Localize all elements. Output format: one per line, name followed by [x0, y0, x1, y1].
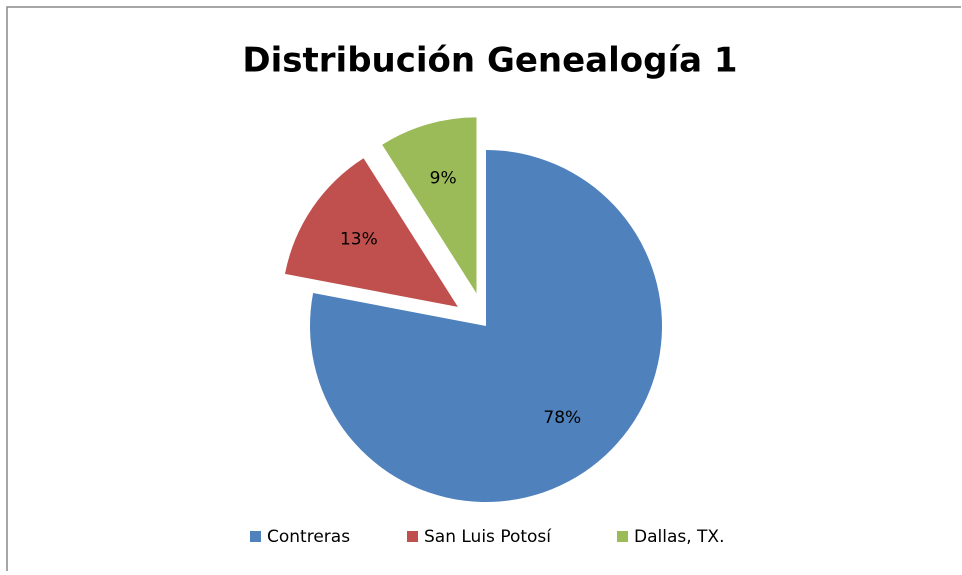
pie-slice [382, 117, 477, 294]
legend-label: San Luis Potosí [424, 527, 552, 547]
legend-label: Dallas, TX. [634, 527, 724, 547]
legend-swatch [250, 531, 261, 542]
chart-title: Distribución Genealogía 1 [242, 41, 737, 81]
pie-slice [284, 158, 458, 307]
data-label: 78% [543, 408, 581, 428]
legend-swatch [407, 531, 418, 542]
data-label: 13% [340, 230, 378, 250]
data-label: 9% [430, 168, 457, 188]
legend-swatch [617, 531, 628, 542]
pie-slice [309, 150, 662, 503]
legend-label: Contreras [267, 527, 350, 547]
frame [6, 6, 961, 571]
